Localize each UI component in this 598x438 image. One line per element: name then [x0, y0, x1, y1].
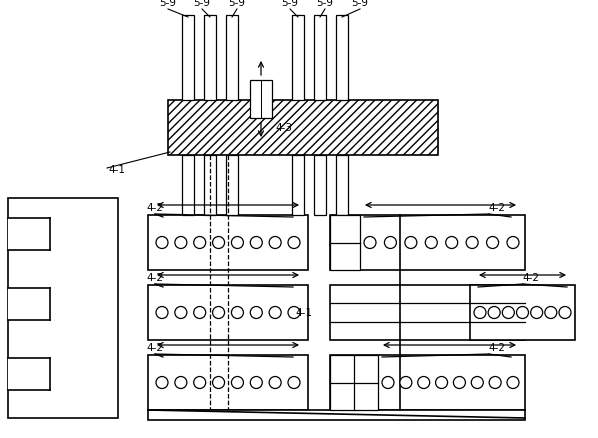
Text: 4-2: 4-2 — [488, 203, 505, 213]
Text: 4-1: 4-1 — [295, 307, 312, 318]
Circle shape — [471, 377, 483, 389]
Bar — [8, 218, 50, 250]
Bar — [226, 155, 238, 215]
Bar — [330, 215, 360, 270]
Circle shape — [288, 307, 300, 318]
Bar — [314, 15, 326, 100]
Text: 4-2: 4-2 — [147, 273, 163, 283]
Circle shape — [194, 237, 206, 248]
Bar — [336, 155, 348, 215]
Circle shape — [425, 237, 437, 248]
Text: 5-9: 5-9 — [352, 0, 368, 8]
Circle shape — [382, 377, 394, 389]
Circle shape — [507, 237, 519, 248]
Circle shape — [231, 307, 243, 318]
Circle shape — [507, 377, 519, 389]
Circle shape — [489, 377, 501, 389]
Circle shape — [175, 237, 187, 248]
Circle shape — [446, 237, 457, 248]
Circle shape — [175, 307, 187, 318]
Bar — [8, 358, 50, 390]
Circle shape — [400, 377, 412, 389]
Circle shape — [474, 307, 486, 318]
Circle shape — [487, 237, 499, 248]
Bar — [148, 215, 308, 270]
Bar — [168, 100, 438, 155]
Circle shape — [212, 377, 225, 389]
Circle shape — [212, 237, 225, 248]
Bar — [182, 15, 194, 100]
Text: 5-9: 5-9 — [194, 0, 210, 8]
Bar — [204, 15, 216, 100]
Circle shape — [231, 237, 243, 248]
Text: 5-9: 5-9 — [282, 0, 298, 8]
Circle shape — [269, 377, 281, 389]
Circle shape — [251, 377, 263, 389]
Bar — [148, 355, 308, 410]
Bar — [330, 355, 525, 410]
Bar — [470, 285, 575, 340]
Circle shape — [466, 237, 478, 248]
Bar — [204, 155, 216, 215]
Circle shape — [517, 307, 529, 318]
Bar — [330, 355, 378, 410]
Circle shape — [530, 307, 542, 318]
Circle shape — [156, 307, 168, 318]
Circle shape — [288, 377, 300, 389]
Bar — [182, 155, 194, 215]
Bar — [8, 198, 118, 418]
Circle shape — [212, 307, 225, 318]
Bar — [8, 288, 50, 320]
Circle shape — [194, 307, 206, 318]
Bar — [148, 285, 308, 340]
Text: 4-2: 4-2 — [147, 203, 163, 213]
Bar — [148, 410, 525, 420]
Text: 5-9: 5-9 — [316, 0, 334, 8]
Circle shape — [269, 307, 281, 318]
Circle shape — [269, 237, 281, 248]
Text: 4-3: 4-3 — [275, 123, 292, 133]
Circle shape — [405, 237, 417, 248]
Circle shape — [502, 307, 514, 318]
Bar — [330, 215, 525, 270]
Circle shape — [435, 377, 447, 389]
Circle shape — [156, 237, 168, 248]
Text: 4-2: 4-2 — [147, 343, 163, 353]
Circle shape — [175, 377, 187, 389]
Bar — [336, 15, 348, 100]
Circle shape — [251, 237, 263, 248]
Bar — [314, 155, 326, 215]
Bar — [250, 80, 272, 118]
Text: 4-2: 4-2 — [488, 343, 505, 353]
Circle shape — [231, 377, 243, 389]
Circle shape — [418, 377, 430, 389]
Bar — [226, 15, 238, 100]
Text: 5-9: 5-9 — [160, 0, 176, 8]
Text: 5-9: 5-9 — [228, 0, 246, 8]
Text: 4-1: 4-1 — [108, 165, 125, 175]
Circle shape — [453, 377, 465, 389]
Circle shape — [385, 237, 396, 248]
Bar — [292, 15, 304, 100]
Circle shape — [156, 377, 168, 389]
Bar — [292, 155, 304, 215]
Circle shape — [559, 307, 571, 318]
Circle shape — [364, 237, 376, 248]
Circle shape — [288, 237, 300, 248]
Bar — [330, 285, 525, 340]
Circle shape — [545, 307, 557, 318]
Circle shape — [251, 307, 263, 318]
Text: 4-2: 4-2 — [522, 273, 539, 283]
Circle shape — [488, 307, 500, 318]
Circle shape — [194, 377, 206, 389]
